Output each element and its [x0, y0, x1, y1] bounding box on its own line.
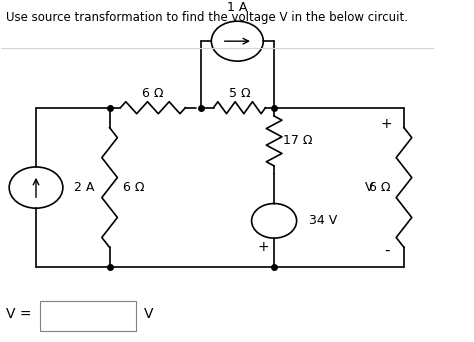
Text: +: +	[381, 117, 392, 131]
Text: +: +	[257, 240, 269, 254]
Text: 17 Ω: 17 Ω	[283, 134, 313, 147]
Text: 34 V: 34 V	[309, 214, 337, 227]
Text: 1 A: 1 A	[227, 1, 247, 14]
Text: 5 Ω: 5 Ω	[228, 87, 250, 100]
Text: 6 Ω: 6 Ω	[369, 181, 391, 194]
Text: V: V	[365, 181, 374, 194]
Text: V =: V =	[6, 307, 31, 321]
Text: -: -	[384, 243, 390, 258]
Text: 6 Ω: 6 Ω	[142, 87, 164, 100]
Text: 6 Ω: 6 Ω	[123, 181, 144, 194]
Text: V: V	[144, 307, 154, 321]
Text: 2 A: 2 A	[73, 181, 94, 194]
FancyBboxPatch shape	[40, 301, 136, 331]
Text: Use source transformation to find the voltage V in the below circuit.: Use source transformation to find the vo…	[6, 11, 408, 24]
